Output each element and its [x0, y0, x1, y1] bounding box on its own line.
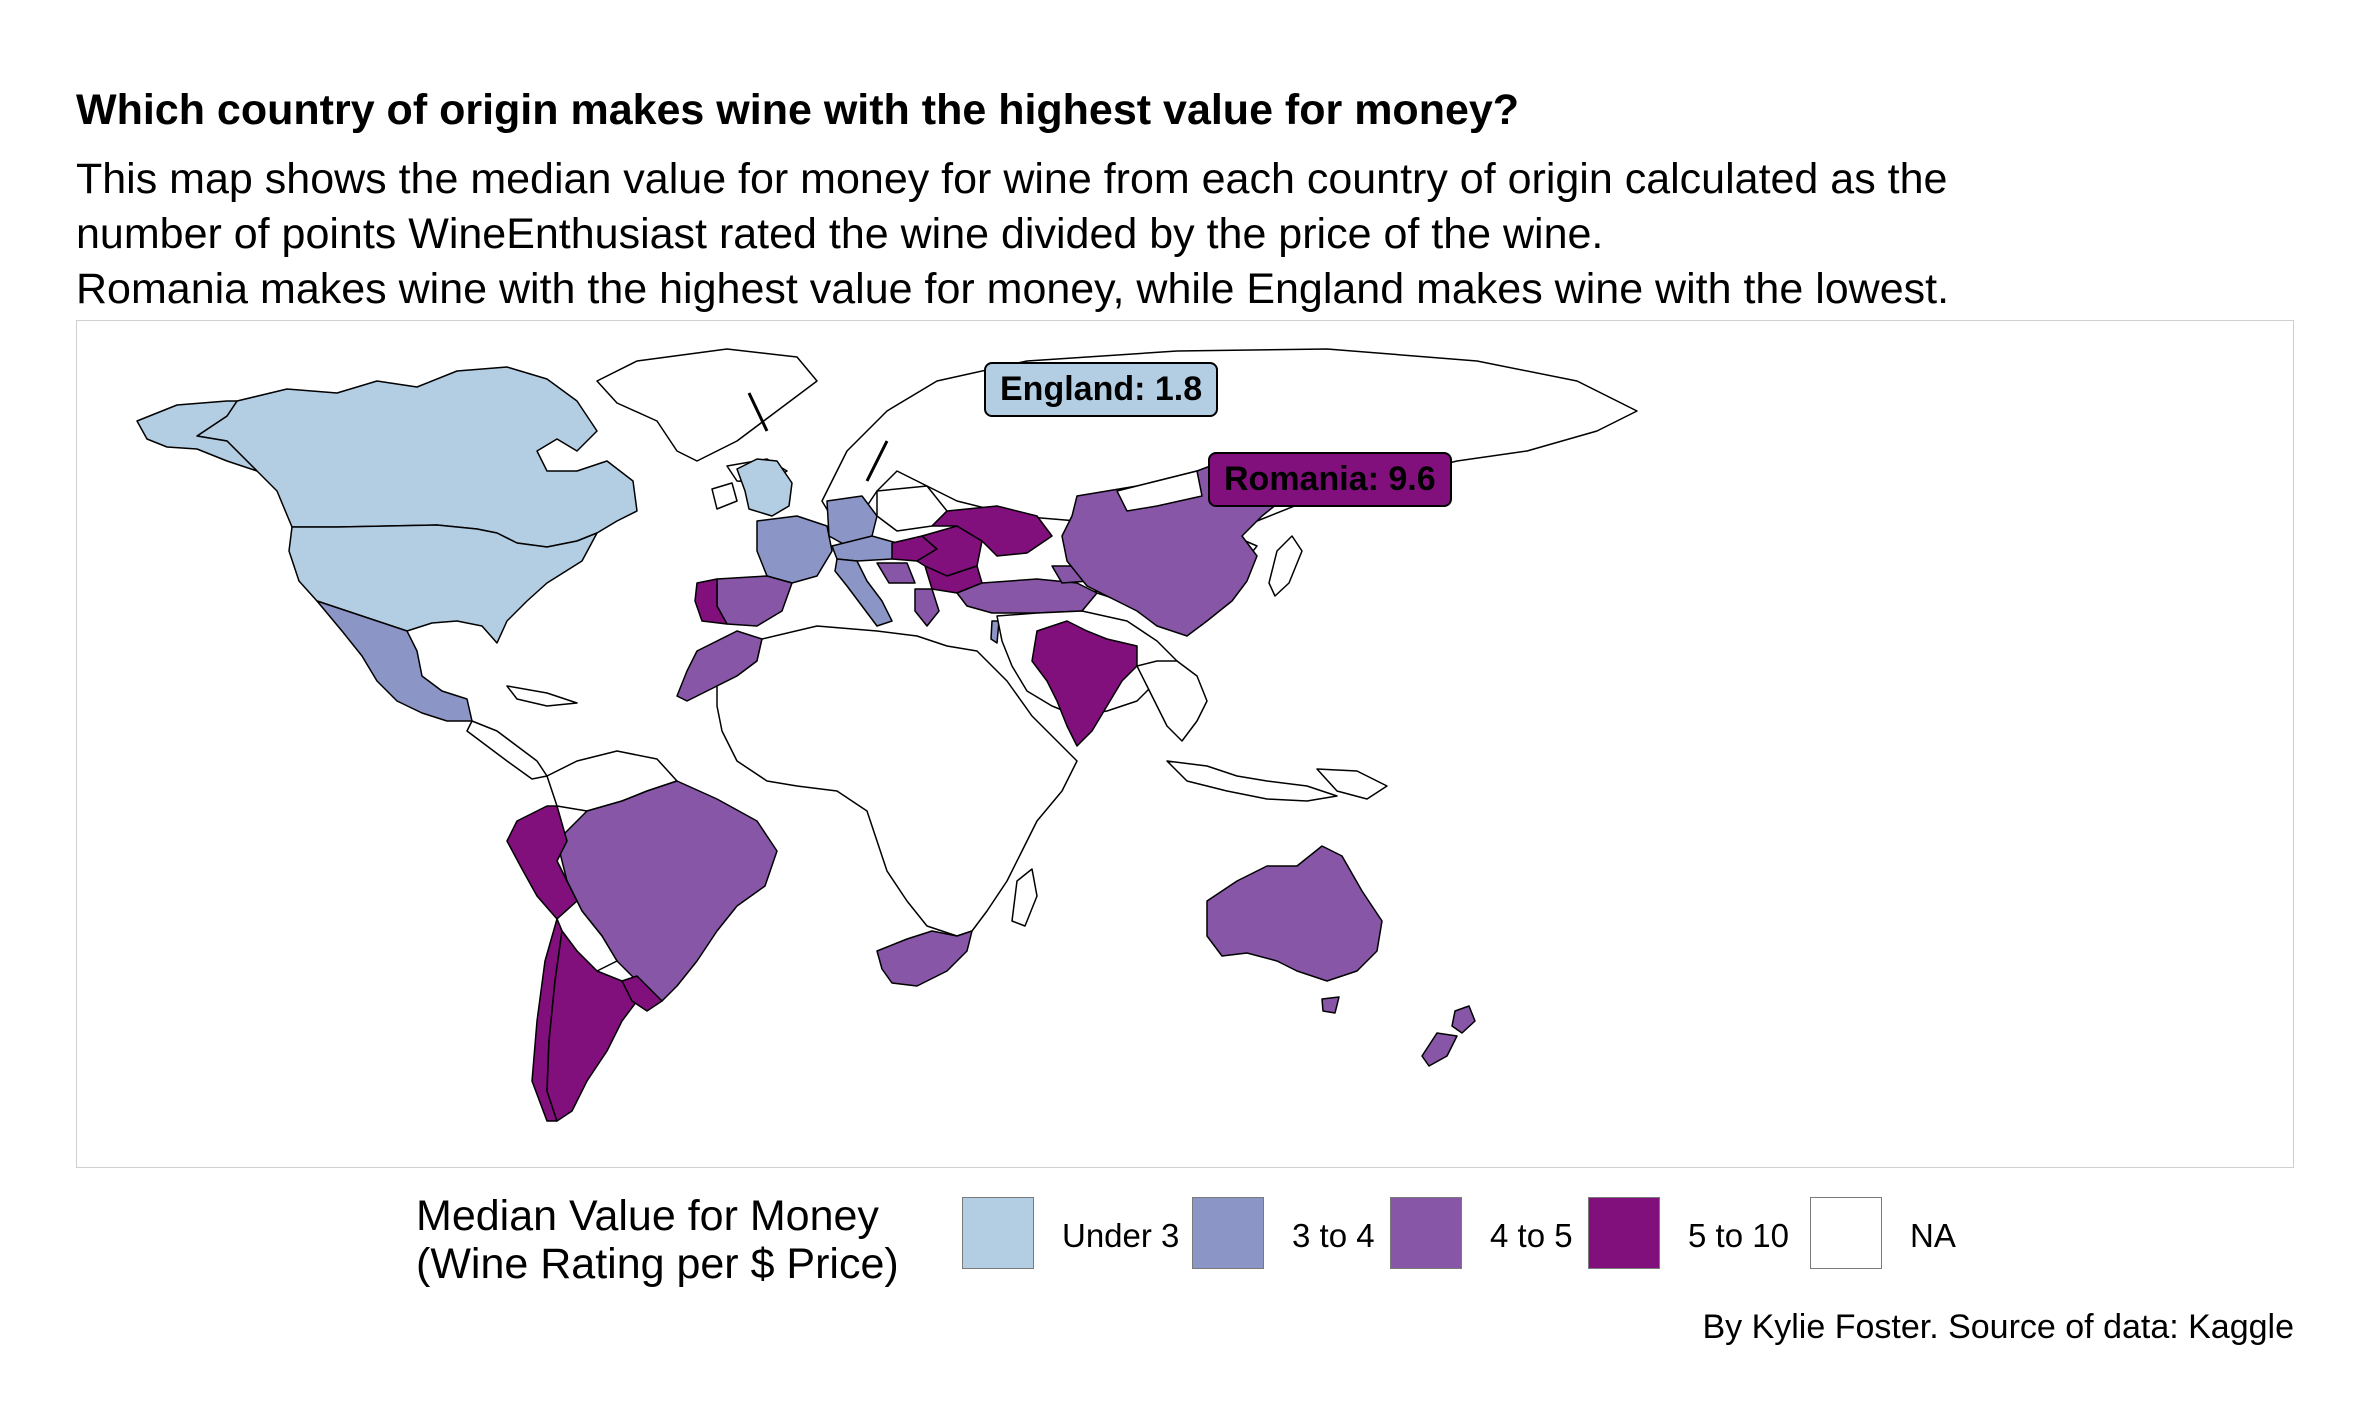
country-turkey: [956, 578, 1098, 614]
country-cuba: [506, 685, 578, 707]
country-croatia: [876, 562, 916, 584]
subtitle-line: Romania makes wine with the highest valu…: [76, 265, 1950, 313]
country-southeast-asia: [1136, 660, 1208, 742]
legend-label: 5 to 10: [1688, 1217, 1789, 1254]
world-map: [136, 348, 1638, 1122]
subtitle-line: This map shows the median value for mone…: [76, 155, 1948, 203]
legend-key: [1192, 1197, 1264, 1269]
country-argentina: [546, 930, 638, 1122]
country-australia: [1206, 845, 1383, 982]
legend-key: [962, 1197, 1034, 1269]
romania-leader-line: [865, 440, 889, 482]
country-greece: [914, 588, 940, 627]
legend-label: 4 to 5: [1490, 1217, 1573, 1254]
country-mongolia: [1116, 470, 1203, 512]
england-leader-line: [747, 392, 769, 432]
country-tasmania: [1321, 996, 1340, 1014]
country-central-america: [466, 720, 548, 780]
romania-callout: Romania: 9.6: [1208, 452, 1452, 507]
country-uruguay: [621, 975, 663, 1012]
country-indonesia: [1166, 760, 1338, 802]
legend-label: NA: [1910, 1217, 1956, 1254]
country-ireland: [711, 482, 738, 510]
country-portugal: [694, 578, 728, 625]
country-france: [756, 515, 833, 584]
country-mexico: [316, 600, 473, 722]
country-japan: [1268, 535, 1303, 597]
country-papua: [1316, 768, 1388, 800]
country-madagascar: [1011, 868, 1038, 927]
map-subtitle: This map shows the median value for mone…: [76, 152, 1949, 317]
legend-key: [1810, 1197, 1882, 1269]
country-greenland: [596, 348, 818, 462]
country-india: [1031, 620, 1138, 747]
legend-label: 3 to 4: [1292, 1217, 1375, 1254]
country-england: [736, 458, 793, 517]
country-spain: [716, 575, 793, 627]
source-caption: By Kylie Foster. Source of data: Kaggle: [1702, 1308, 2294, 1346]
legend-title: Median Value for Money (Wine Rating per …: [416, 1192, 899, 1288]
country-south-africa: [876, 930, 973, 987]
legend-key: [1390, 1197, 1462, 1269]
country-new-zealand-south: [1421, 1032, 1458, 1067]
country-israel: [990, 620, 1000, 644]
legend-label: Under 3: [1062, 1217, 1180, 1254]
legend-key: [1588, 1197, 1660, 1269]
country-new-zealand-north: [1451, 1005, 1476, 1034]
country-canada: [196, 366, 638, 548]
england-callout: England: 1.8: [984, 362, 1219, 417]
legend-title-line: Median Value for Money: [416, 1192, 879, 1240]
country-alaska: [136, 400, 258, 472]
country-italy: [834, 558, 893, 627]
map-panel: [76, 320, 2294, 1168]
legend-title-line: (Wine Rating per $ Price): [416, 1240, 899, 1288]
subtitle-line: number of points WineEnthusiast rated th…: [76, 210, 1604, 258]
country-ukraine: [931, 505, 1053, 557]
map-title: Which country of origin makes wine with …: [76, 86, 1520, 134]
